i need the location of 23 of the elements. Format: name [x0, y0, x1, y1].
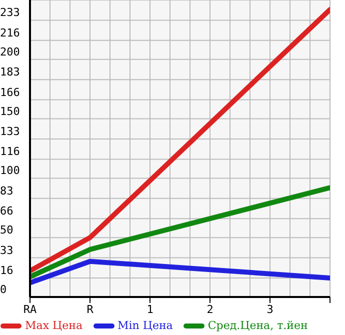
y-tick-label: 183	[0, 66, 20, 79]
legend-label: Min Цена	[116, 319, 173, 333]
y-tick-label: 83	[0, 184, 14, 198]
y-tick-label: 150	[0, 104, 20, 118]
y-tick-label: 116	[0, 145, 20, 158]
x-tick-label: RA	[23, 302, 37, 316]
y-tick-label: 66	[0, 204, 14, 218]
y-tick-label: 50	[0, 224, 14, 237]
y-tick-label: 200	[0, 45, 20, 58]
y-tick-label: 233	[0, 6, 20, 20]
legend-label: Сред.Цена, т.йен	[206, 319, 308, 333]
x-tick-label: 3	[266, 302, 274, 316]
y-tick-label: 216	[0, 26, 20, 40]
y-tick-label: 16	[0, 264, 14, 277]
y-tick-label: 33	[0, 244, 14, 257]
y-tick-label: 166	[0, 86, 20, 99]
y-tick-label: 100	[0, 164, 20, 178]
x-tick-label: R	[86, 302, 94, 316]
x-tick-label: 2	[206, 302, 214, 316]
y-tick-label: 133	[0, 124, 20, 138]
legend-label: Max Цена	[24, 319, 83, 333]
y-tick-label: 0	[0, 283, 7, 296]
x-tick-label: 1	[146, 302, 154, 316]
